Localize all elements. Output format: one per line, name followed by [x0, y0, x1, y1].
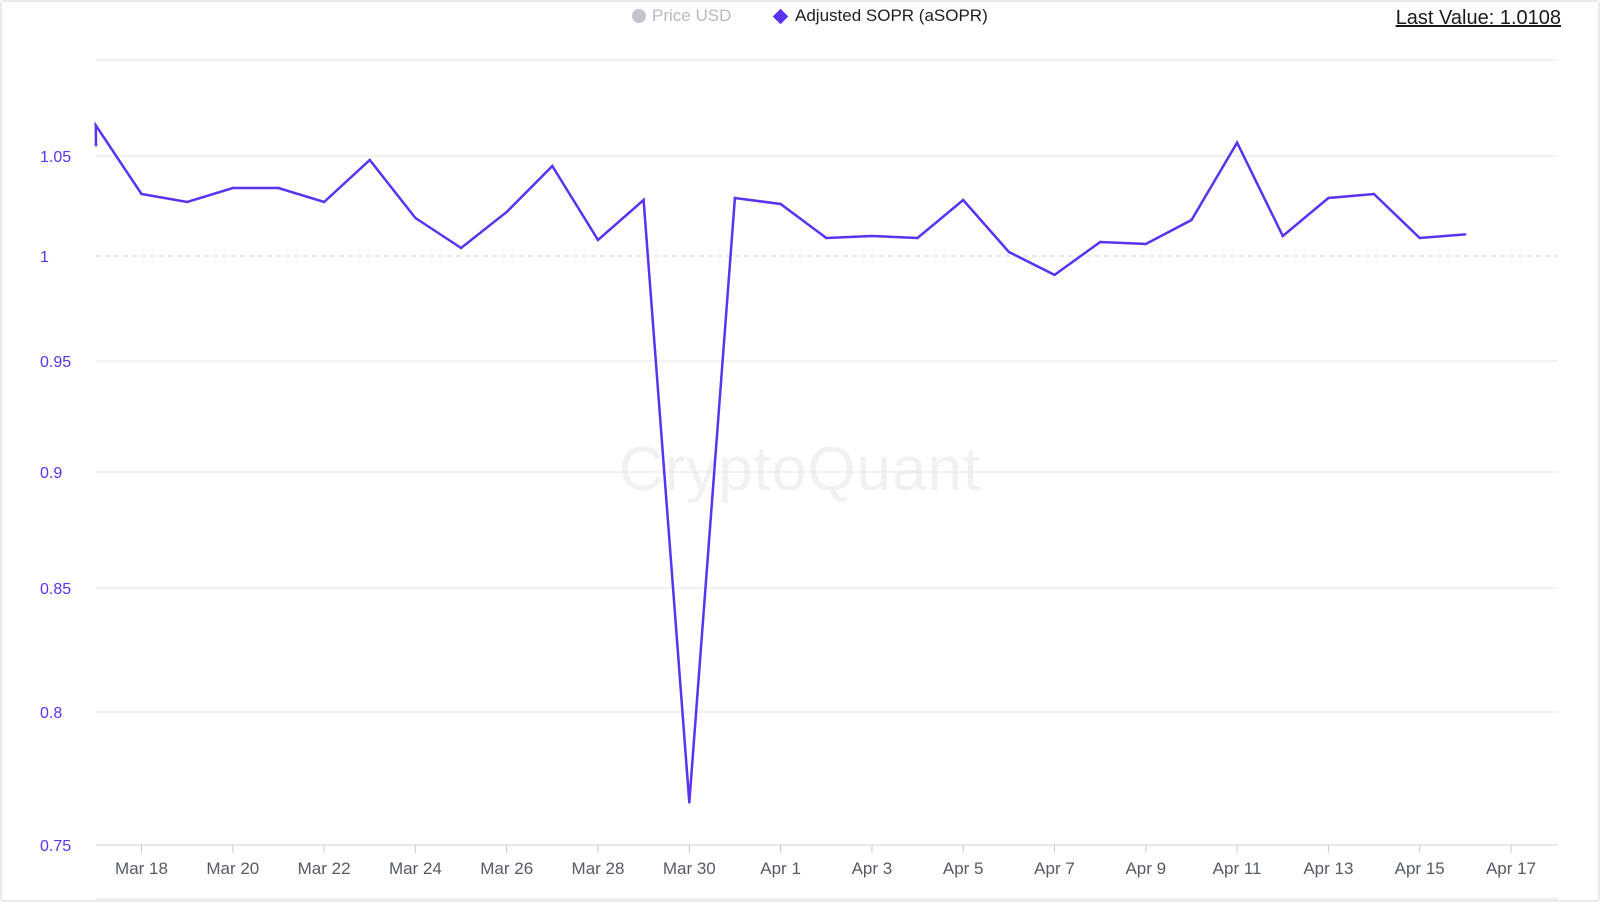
x-tick-label: Apr 5	[943, 859, 984, 878]
y-tick-label: 0.95	[40, 354, 71, 371]
x-tick-label: Apr 15	[1395, 859, 1445, 878]
y-axis: 0.75 0.8 0.85 0.9 0.95 1 1.05	[40, 149, 71, 855]
y-tick-label: 0.8	[40, 705, 62, 722]
x-tick-label: Mar 18	[115, 859, 168, 878]
data-point	[733, 196, 737, 200]
legend-label-asopr: Adjusted SOPR (aSOPR)	[795, 6, 988, 25]
data-point	[1418, 236, 1421, 240]
data-point	[596, 238, 600, 242]
x-tick-label: Mar 30	[663, 859, 716, 878]
y-tick-label: 1	[40, 249, 49, 266]
last-value-link[interactable]: Last Value: 1.0108	[1396, 7, 1561, 30]
legend-item-asopr[interactable]: Adjusted SOPR (aSOPR)	[772, 6, 988, 26]
data-point	[185, 200, 189, 204]
chart-legend: Price USD Adjusted SOPR (aSOPR)	[0, 6, 1600, 30]
data-point	[1235, 141, 1239, 144]
data-point	[551, 164, 554, 168]
data-point	[779, 202, 782, 206]
data-point	[962, 198, 965, 202]
data-point	[1098, 240, 1102, 244]
x-axis: Mar 18 Mar 20 Mar 22 Mar 24 Mar 26 Mar 28 Mar …	[96, 844, 1558, 900]
data-point	[368, 158, 371, 162]
data-point	[140, 192, 143, 196]
x-tick-label: Mar 24	[389, 859, 442, 878]
data-point	[1464, 233, 1467, 236]
data-point	[94, 124, 98, 127]
data-point	[688, 801, 691, 804]
x-tick-label: Apr 17	[1486, 859, 1536, 878]
x-tick-label: Apr 13	[1303, 859, 1353, 878]
circle-icon	[632, 9, 646, 23]
data-point	[277, 186, 280, 190]
x-tick-label: Apr 7	[1034, 859, 1075, 878]
x-tick-label: Mar 28	[572, 859, 625, 878]
data-point	[459, 246, 463, 250]
data-point	[1144, 242, 1148, 246]
x-tick-label: Mar 20	[206, 859, 259, 878]
last-value-label: Last Value: 1.0108	[1395, 7, 1561, 29]
y-tick-label: 1.05	[40, 149, 71, 166]
x-tick-label: Mar 22	[298, 859, 351, 878]
x-tick-label: Apr 9	[1125, 859, 1166, 878]
y-tick-label: 0.75	[40, 838, 71, 855]
data-point	[1053, 273, 1056, 277]
x-tick-label: Mar 26	[480, 859, 533, 878]
data-point	[870, 234, 874, 238]
data-point	[414, 216, 417, 220]
data-point	[1327, 196, 1330, 200]
watermark-text: CryptoQuant	[619, 435, 982, 504]
x-tick-label: Apr 3	[852, 859, 893, 878]
data-point	[1007, 250, 1011, 254]
data-point	[505, 210, 508, 214]
data-point	[322, 200, 326, 204]
y-tick-label: 0.9	[40, 465, 62, 482]
data-point	[1190, 218, 1193, 222]
y-tick-label: 0.85	[40, 581, 71, 598]
x-tick-label: Apr 1	[760, 859, 801, 878]
data-point	[231, 186, 234, 190]
data-point	[1281, 234, 1284, 238]
series-line-asopr	[94, 121, 1466, 803]
data-point	[1372, 192, 1376, 196]
data-point	[825, 236, 828, 240]
series-layer	[94, 121, 1467, 804]
legend-label-price-usd: Price USD	[652, 6, 732, 25]
legend-item-price-usd[interactable]: Price USD	[632, 6, 731, 26]
data-point	[642, 198, 645, 202]
data-point	[916, 236, 919, 240]
x-tick-label: Apr 11	[1213, 859, 1262, 878]
